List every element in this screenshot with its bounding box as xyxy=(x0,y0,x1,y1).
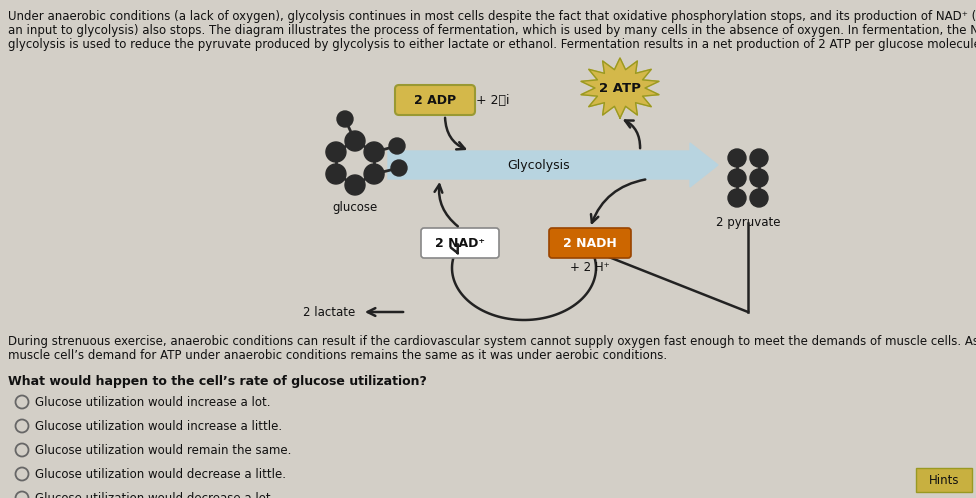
Text: 2 lactate: 2 lactate xyxy=(303,305,355,319)
Text: + 2Ⓟi: + 2Ⓟi xyxy=(476,94,509,107)
Circle shape xyxy=(728,189,746,207)
Text: Hints: Hints xyxy=(929,474,959,487)
Circle shape xyxy=(345,131,365,151)
Text: Glucose utilization would decrease a lot.: Glucose utilization would decrease a lot… xyxy=(35,492,274,498)
Polygon shape xyxy=(388,143,718,187)
FancyBboxPatch shape xyxy=(916,468,972,492)
Circle shape xyxy=(345,175,365,195)
Circle shape xyxy=(326,164,346,184)
Circle shape xyxy=(750,169,768,187)
Text: an input to glycolysis) also stops. The diagram illustrates the process of ferme: an input to glycolysis) also stops. The … xyxy=(8,24,976,37)
Circle shape xyxy=(326,142,346,162)
Text: During strenuous exercise, anaerobic conditions can result if the cardiovascular: During strenuous exercise, anaerobic con… xyxy=(8,335,976,348)
Text: 2 pyruvate: 2 pyruvate xyxy=(715,216,780,229)
Circle shape xyxy=(364,142,384,162)
Text: What would happen to the cell’s rate of glucose utilization?: What would happen to the cell’s rate of … xyxy=(8,375,427,388)
Text: Glucose utilization would increase a lot.: Glucose utilization would increase a lot… xyxy=(35,395,270,408)
Text: Glucose utilization would decrease a little.: Glucose utilization would decrease a lit… xyxy=(35,468,286,481)
Circle shape xyxy=(728,169,746,187)
Text: + 2 H⁺: + 2 H⁺ xyxy=(570,261,610,274)
FancyBboxPatch shape xyxy=(549,228,631,258)
Circle shape xyxy=(391,160,407,176)
Circle shape xyxy=(389,138,405,154)
Circle shape xyxy=(750,189,768,207)
Text: 2 ADP: 2 ADP xyxy=(414,94,456,107)
Text: 2 NAD⁺: 2 NAD⁺ xyxy=(435,237,485,249)
Text: Glycolysis: Glycolysis xyxy=(508,158,570,171)
Polygon shape xyxy=(581,58,659,118)
Circle shape xyxy=(750,149,768,167)
Circle shape xyxy=(728,149,746,167)
Text: 2 ATP: 2 ATP xyxy=(599,82,641,95)
FancyBboxPatch shape xyxy=(421,228,499,258)
Circle shape xyxy=(337,111,353,127)
Text: Glucose utilization would increase a little.: Glucose utilization would increase a lit… xyxy=(35,419,282,432)
Text: Glucose utilization would remain the same.: Glucose utilization would remain the sam… xyxy=(35,444,292,457)
Text: 2 NADH: 2 NADH xyxy=(563,237,617,249)
FancyBboxPatch shape xyxy=(395,85,475,115)
Text: muscle cell’s demand for ATP under anaerobic conditions remains the same as it w: muscle cell’s demand for ATP under anaer… xyxy=(8,349,668,362)
Text: glycolysis is used to reduce the pyruvate produced by glycolysis to either lacta: glycolysis is used to reduce the pyruvat… xyxy=(8,38,976,51)
Circle shape xyxy=(364,164,384,184)
Text: Under anaerobic conditions (a lack of oxygen), glycolysis continues in most cell: Under anaerobic conditions (a lack of ox… xyxy=(8,10,976,23)
Text: glucose: glucose xyxy=(333,201,378,214)
